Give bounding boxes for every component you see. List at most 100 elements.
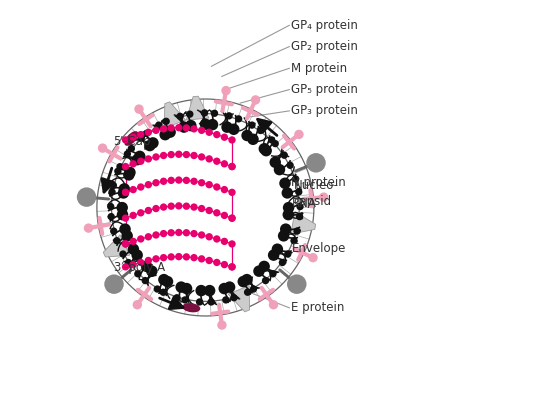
Circle shape <box>270 270 277 278</box>
Circle shape <box>137 131 145 138</box>
Circle shape <box>137 183 145 191</box>
Circle shape <box>185 120 196 131</box>
Circle shape <box>306 153 326 173</box>
Circle shape <box>122 189 129 196</box>
Circle shape <box>228 124 239 135</box>
Text: Envelope: Envelope <box>292 242 346 255</box>
Circle shape <box>168 229 175 237</box>
Ellipse shape <box>183 304 200 312</box>
Text: E protein: E protein <box>292 301 345 314</box>
Circle shape <box>270 156 281 168</box>
Circle shape <box>280 223 292 235</box>
Circle shape <box>119 223 131 235</box>
Circle shape <box>129 186 137 193</box>
Circle shape <box>228 263 236 271</box>
Circle shape <box>296 213 303 220</box>
Circle shape <box>204 285 216 296</box>
Circle shape <box>196 298 204 305</box>
Circle shape <box>160 129 171 140</box>
Circle shape <box>190 152 197 159</box>
Circle shape <box>221 212 228 219</box>
Circle shape <box>228 136 236 144</box>
Circle shape <box>295 188 303 195</box>
Circle shape <box>175 124 183 131</box>
Circle shape <box>198 231 205 239</box>
Circle shape <box>162 118 170 125</box>
Circle shape <box>230 294 238 301</box>
Circle shape <box>221 186 228 193</box>
Circle shape <box>147 137 159 149</box>
Circle shape <box>98 144 107 153</box>
Polygon shape <box>186 96 209 120</box>
Circle shape <box>183 177 190 184</box>
Circle shape <box>287 162 294 169</box>
Circle shape <box>198 127 205 134</box>
Circle shape <box>269 300 278 310</box>
Circle shape <box>168 124 175 132</box>
Circle shape <box>108 188 116 195</box>
Circle shape <box>279 178 291 189</box>
Circle shape <box>272 140 279 147</box>
Circle shape <box>198 153 205 161</box>
Circle shape <box>228 240 236 248</box>
Circle shape <box>293 227 301 235</box>
Circle shape <box>282 187 293 199</box>
Circle shape <box>129 238 137 245</box>
Circle shape <box>190 203 197 211</box>
Circle shape <box>272 244 283 255</box>
Circle shape <box>183 151 190 158</box>
Circle shape <box>119 250 126 258</box>
Text: GP₃ protein: GP₃ protein <box>292 104 358 117</box>
Circle shape <box>200 119 211 130</box>
Circle shape <box>164 127 176 138</box>
Circle shape <box>182 296 189 304</box>
Polygon shape <box>103 235 130 257</box>
Circle shape <box>283 209 294 220</box>
Circle shape <box>268 249 279 261</box>
Circle shape <box>153 286 161 293</box>
Circle shape <box>152 153 160 161</box>
Circle shape <box>319 193 328 202</box>
Circle shape <box>155 122 162 129</box>
Circle shape <box>175 253 183 260</box>
Circle shape <box>213 235 221 243</box>
Circle shape <box>198 205 205 212</box>
Circle shape <box>145 181 152 188</box>
Circle shape <box>137 235 145 243</box>
Circle shape <box>175 229 183 236</box>
Circle shape <box>228 263 236 271</box>
Circle shape <box>279 259 286 266</box>
Circle shape <box>124 167 136 178</box>
Circle shape <box>145 257 152 264</box>
Circle shape <box>221 238 228 245</box>
Circle shape <box>118 187 129 199</box>
Circle shape <box>122 189 129 196</box>
Circle shape <box>152 255 160 263</box>
Circle shape <box>173 294 180 301</box>
Circle shape <box>181 283 192 294</box>
Circle shape <box>183 124 190 132</box>
Circle shape <box>280 151 288 159</box>
Text: Nucleo-
capsid: Nucleo- capsid <box>294 179 338 208</box>
Circle shape <box>211 110 218 117</box>
Circle shape <box>116 163 124 171</box>
Circle shape <box>122 215 129 222</box>
Polygon shape <box>228 286 250 312</box>
Circle shape <box>160 125 167 132</box>
Circle shape <box>190 230 197 237</box>
Circle shape <box>195 285 207 296</box>
Circle shape <box>152 127 160 134</box>
Circle shape <box>213 209 221 217</box>
Circle shape <box>125 259 132 266</box>
Circle shape <box>107 213 115 220</box>
Circle shape <box>244 288 251 296</box>
Circle shape <box>284 250 292 258</box>
Circle shape <box>129 261 137 268</box>
Circle shape <box>218 283 230 294</box>
Text: N protein: N protein <box>292 176 346 189</box>
Circle shape <box>228 215 236 222</box>
Circle shape <box>122 230 133 242</box>
Ellipse shape <box>125 132 138 145</box>
Circle shape <box>160 288 167 296</box>
Circle shape <box>152 179 160 186</box>
